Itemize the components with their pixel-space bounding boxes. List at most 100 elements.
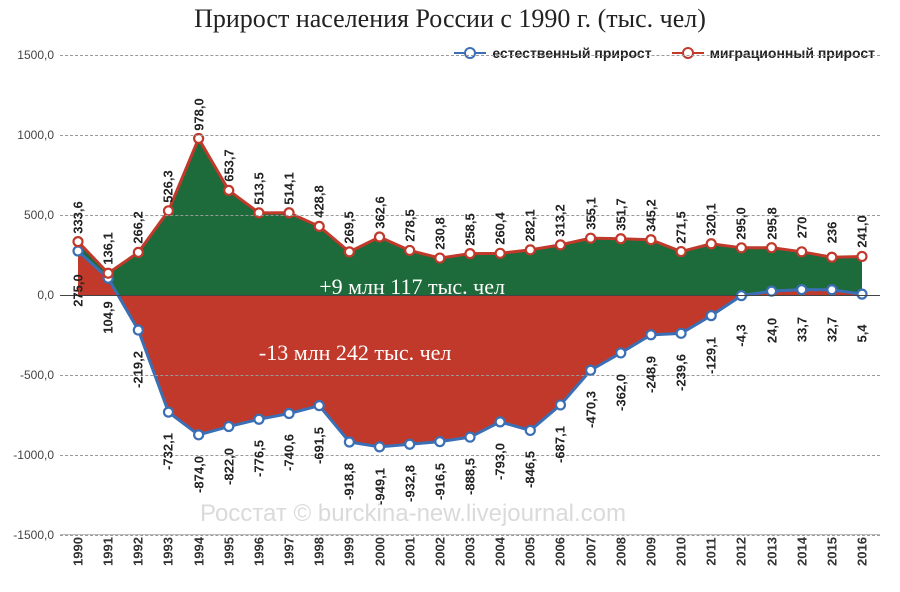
natural-data-label: -248,9 xyxy=(643,356,658,393)
y-tick-label: 1000,0 xyxy=(17,128,54,142)
migration-data-label: 320,1 xyxy=(704,203,719,236)
migration-marker xyxy=(104,269,113,278)
natural-marker xyxy=(556,400,565,409)
natural-marker xyxy=(707,311,716,320)
migration-marker xyxy=(345,247,354,256)
natural-marker xyxy=(677,329,686,338)
x-tick-label: 2003 xyxy=(463,537,478,566)
x-tick-label: 1993 xyxy=(161,537,176,566)
natural-marker xyxy=(496,417,505,426)
natural-data-label: -916,5 xyxy=(432,463,447,500)
x-tick-label: 2010 xyxy=(674,537,689,566)
natural-data-label: -732,1 xyxy=(161,433,176,470)
natural-data-label: -793,0 xyxy=(493,443,508,480)
natural-data-label: 32,7 xyxy=(824,317,839,342)
natural-data-label: -4,3 xyxy=(734,324,749,346)
x-tick-label: 2014 xyxy=(794,537,809,566)
migration-marker xyxy=(164,206,173,215)
migration-marker xyxy=(526,245,535,254)
migration-marker xyxy=(677,247,686,256)
natural-data-label: -691,5 xyxy=(312,427,327,464)
migration-data-label: 282,1 xyxy=(523,209,538,242)
migration-marker xyxy=(827,253,836,262)
migration-data-label: 230,8 xyxy=(432,217,447,250)
chart-container: Прирост населения России с 1990 г. (тыс.… xyxy=(0,0,900,592)
migration-data-label: 236 xyxy=(824,222,839,244)
y-tick-label: 1500,0 xyxy=(17,48,54,62)
gridline xyxy=(60,135,880,136)
x-tick-label: 2006 xyxy=(553,537,568,566)
migration-marker xyxy=(224,186,233,195)
natural-data-label: -740,6 xyxy=(282,435,297,472)
natural-data-label: -687,1 xyxy=(553,426,568,463)
x-tick-label: 2011 xyxy=(704,537,719,565)
migration-marker xyxy=(74,237,83,246)
natural-marker xyxy=(224,422,233,431)
x-tick-label: 2002 xyxy=(432,537,447,566)
x-tick-label: 2000 xyxy=(372,537,387,566)
migration-marker xyxy=(134,248,143,257)
natural-data-label: -239,6 xyxy=(674,354,689,391)
natural-marker xyxy=(616,348,625,357)
annotation-positive: +9 млн 117 тыс. чел xyxy=(319,274,505,300)
x-tick-label: 2009 xyxy=(643,537,658,566)
natural-marker xyxy=(466,433,475,442)
natural-marker xyxy=(827,285,836,294)
migration-marker xyxy=(405,246,414,255)
migration-data-label: 313,2 xyxy=(553,204,568,237)
natural-data-label: -888,5 xyxy=(463,458,478,495)
natural-marker xyxy=(285,409,294,418)
x-tick-label: 1992 xyxy=(131,537,146,566)
migration-marker xyxy=(586,234,595,243)
gridline xyxy=(60,455,880,456)
natural-data-label: 104,9 xyxy=(101,301,116,334)
migration-data-label: 269,5 xyxy=(342,211,357,244)
x-tick-label: 2001 xyxy=(402,537,417,566)
migration-data-label: 278,5 xyxy=(402,210,417,243)
natural-data-label: -918,8 xyxy=(342,463,357,500)
migration-data-label: 333,6 xyxy=(71,201,86,234)
natural-data-label: -776,5 xyxy=(251,440,266,477)
migration-data-label: 260,4 xyxy=(493,213,508,246)
natural-data-label: 24,0 xyxy=(764,318,779,343)
migration-marker xyxy=(797,247,806,256)
gridline xyxy=(60,535,880,536)
migration-marker xyxy=(435,254,444,263)
migration-data-label: 355,1 xyxy=(583,197,598,230)
migration-marker xyxy=(556,240,565,249)
natural-data-label: -846,5 xyxy=(523,452,538,489)
natural-marker xyxy=(254,415,263,424)
migration-data-label: 270 xyxy=(794,216,809,238)
migration-data-label: 345,2 xyxy=(643,199,658,232)
migration-marker xyxy=(767,243,776,252)
x-tick-label: 1997 xyxy=(282,537,297,566)
annotation-negative: -13 млн 242 тыс. чел xyxy=(259,340,451,366)
gridline xyxy=(60,375,880,376)
migration-data-label: 241,0 xyxy=(855,216,870,249)
natural-data-label: -932,8 xyxy=(402,465,417,502)
gridline xyxy=(60,55,880,56)
x-tick-label: 1998 xyxy=(312,537,327,566)
migration-data-label: 266,2 xyxy=(131,212,146,245)
natural-marker xyxy=(526,426,535,435)
migration-marker xyxy=(375,232,384,241)
x-tick-label: 2004 xyxy=(493,537,508,566)
migration-data-label: 428,8 xyxy=(312,186,327,219)
x-tick-label: 1994 xyxy=(191,537,206,566)
watermark: Росстат © burckina-new.livejournal.com xyxy=(200,500,626,528)
natural-data-label: -470,3 xyxy=(583,391,598,428)
x-tick-label: 2016 xyxy=(855,537,870,566)
x-tick-label: 1999 xyxy=(342,537,357,566)
y-tick-label: -500,0 xyxy=(20,368,54,382)
natural-data-label: -362,0 xyxy=(613,374,628,411)
migration-marker xyxy=(496,249,505,258)
natural-marker xyxy=(345,438,354,447)
natural-data-label: 275,0 xyxy=(71,274,86,307)
migration-data-label: 295,8 xyxy=(764,207,779,240)
y-tick-label: -1000,0 xyxy=(13,448,54,462)
natural-marker xyxy=(164,408,173,417)
migration-marker xyxy=(466,249,475,258)
natural-data-label: 5,4 xyxy=(855,325,870,343)
natural-data-label: -822,0 xyxy=(221,448,236,485)
natural-marker xyxy=(435,437,444,446)
